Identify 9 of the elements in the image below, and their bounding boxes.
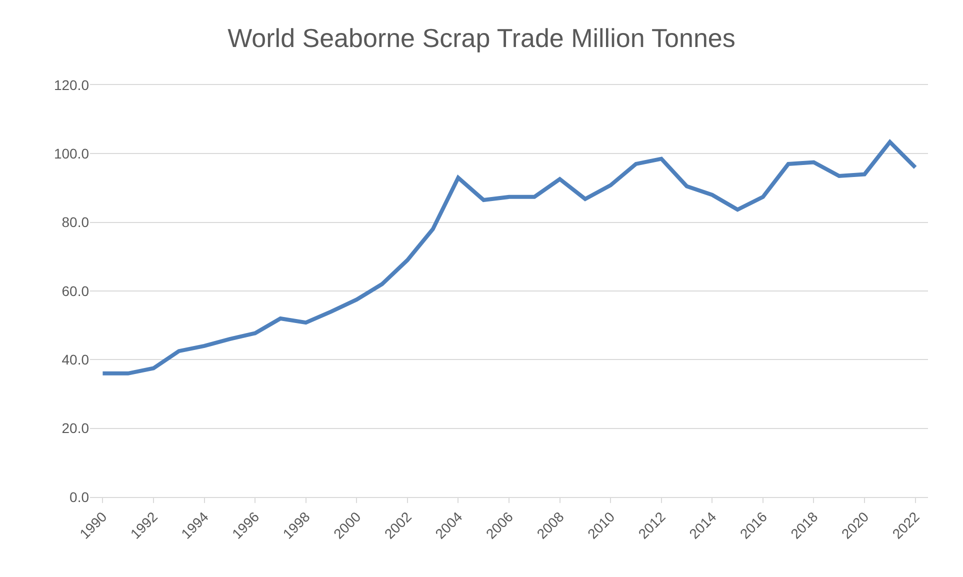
chart-title: World Seaborne Scrap Trade Million Tonnes <box>228 23 736 54</box>
y-tick-label: 0.0 <box>70 488 90 505</box>
y-tick-label: 120.0 <box>54 76 90 93</box>
line-series <box>100 140 918 376</box>
y-tick-label: 60.0 <box>62 282 90 299</box>
y-tick-label: 80.0 <box>62 214 90 230</box>
y-tick-label: 40.0 <box>62 352 90 368</box>
y-tick-label: 100.0 <box>54 146 90 162</box>
y-tick-label: 20.0 <box>62 420 90 436</box>
